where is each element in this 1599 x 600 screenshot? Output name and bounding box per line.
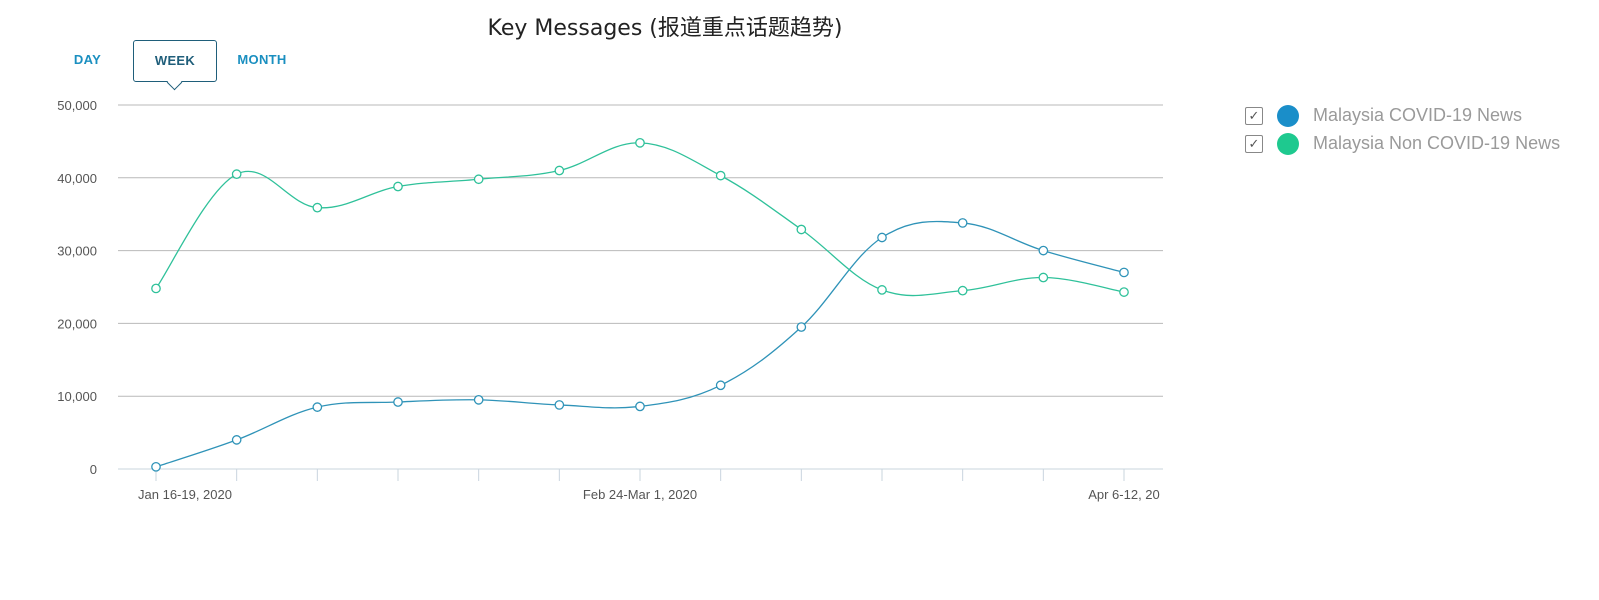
- y-tick-label: 40,000: [57, 171, 97, 186]
- data-point-covid: [231, 435, 242, 445]
- checkbox-icon[interactable]: ✓: [1245, 135, 1263, 153]
- data-point-covid: [796, 322, 807, 332]
- data-point-covid: [715, 380, 726, 391]
- data-point-non-covid: [957, 285, 968, 296]
- y-tick-label: 50,000: [57, 98, 97, 113]
- x-tick-label: Feb 24-Mar 1, 2020: [583, 487, 697, 502]
- tab-day[interactable]: DAY: [73, 52, 102, 67]
- data-point-non-covid: [796, 224, 807, 235]
- legend-label: Malaysia COVID-19 News: [1313, 105, 1523, 125]
- data-point-covid: [312, 402, 323, 412]
- data-point-non-covid: [312, 202, 323, 213]
- tab-month[interactable]: MONTH: [237, 52, 287, 67]
- data-point-covid: [473, 394, 484, 405]
- data-point-non-covid: [473, 174, 484, 185]
- checkbox-icon[interactable]: ✓: [1245, 107, 1263, 125]
- y-tick-label: 10,000: [57, 389, 97, 404]
- data-point-covid: [1038, 245, 1049, 256]
- data-point-non-covid: [554, 165, 565, 176]
- series-line-covid: [155, 220, 1125, 468]
- y-tick-label: 30,000: [57, 244, 97, 259]
- y-tick-label: 0: [90, 462, 97, 477]
- data-point-covid: [635, 401, 645, 412]
- y-tick-label: 20,000: [57, 316, 97, 331]
- data-point-non-covid: [635, 138, 645, 148]
- data-point-non-covid: [1119, 287, 1129, 297]
- data-point-non-covid: [231, 169, 242, 180]
- data-point-non-covid: [715, 170, 726, 181]
- data-point-non-covid: [877, 285, 887, 295]
- data-point-covid: [151, 461, 161, 472]
- data-point-non-covid: [393, 181, 403, 192]
- x-tick-label: Apr 6-12, 20: [1088, 487, 1160, 502]
- series-color-dot: [1277, 105, 1299, 127]
- data-point-covid: [554, 400, 565, 410]
- series-line-non-covid: [155, 142, 1125, 297]
- data-point-non-covid: [151, 283, 161, 294]
- data-point-covid: [1119, 267, 1129, 278]
- data-point-covid: [877, 232, 887, 243]
- data-point-covid: [393, 397, 403, 407]
- x-tick-label: Jan 16-19, 2020: [138, 487, 232, 502]
- data-point-non-covid: [1038, 272, 1049, 283]
- tab-week[interactable]: WEEK: [133, 40, 217, 82]
- series-color-dot: [1277, 133, 1299, 155]
- data-point-covid: [957, 218, 968, 228]
- chart-title: Key Messages (报道重点话题趋势): [487, 16, 843, 41]
- legend-label: Malaysia Non COVID-19 News: [1313, 133, 1561, 153]
